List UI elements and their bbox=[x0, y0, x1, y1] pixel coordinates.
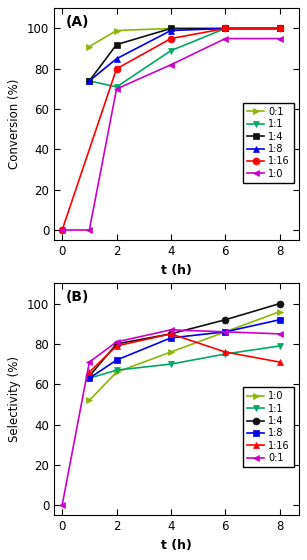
1:8 bbox=[169, 27, 173, 34]
1:4 bbox=[223, 316, 227, 323]
1:1 bbox=[115, 367, 119, 374]
1:4 bbox=[278, 25, 282, 32]
1:1 bbox=[115, 83, 119, 90]
1:8 bbox=[223, 25, 227, 32]
1:4 bbox=[87, 373, 91, 380]
1:0 bbox=[87, 227, 91, 234]
1:1 bbox=[87, 375, 91, 381]
1:16 bbox=[60, 227, 64, 234]
Line: 0:1: 0:1 bbox=[59, 326, 283, 508]
Text: (A): (A) bbox=[66, 15, 90, 29]
1:0 bbox=[278, 35, 282, 42]
X-axis label: t (h): t (h) bbox=[161, 539, 192, 552]
1:4 bbox=[115, 41, 119, 48]
Line: 1:8: 1:8 bbox=[86, 316, 283, 382]
1:0 bbox=[278, 309, 282, 315]
1:0 bbox=[115, 369, 119, 376]
1:8 bbox=[169, 334, 173, 341]
Line: 1:16: 1:16 bbox=[59, 25, 283, 234]
0:1 bbox=[87, 43, 91, 50]
Line: 1:4: 1:4 bbox=[86, 25, 283, 85]
1:4 bbox=[169, 330, 173, 337]
1:8 bbox=[115, 55, 119, 62]
0:1 bbox=[223, 329, 227, 335]
1:0 bbox=[115, 86, 119, 92]
1:1 bbox=[87, 77, 91, 84]
1:1 bbox=[223, 351, 227, 357]
1:1 bbox=[278, 343, 282, 349]
X-axis label: t (h): t (h) bbox=[161, 264, 192, 277]
1:16 bbox=[115, 66, 119, 72]
1:1 bbox=[169, 47, 173, 54]
1:8 bbox=[87, 77, 91, 84]
0:1 bbox=[169, 25, 173, 32]
1:0 bbox=[169, 62, 173, 68]
Legend: 1:0, 1:1, 1:4, 1:8, 1:16, 0:1: 1:0, 1:1, 1:4, 1:8, 1:16, 0:1 bbox=[243, 387, 294, 467]
0:1 bbox=[60, 502, 64, 508]
0:1 bbox=[115, 27, 119, 34]
Line: 1:4: 1:4 bbox=[86, 300, 283, 380]
1:4 bbox=[278, 300, 282, 307]
0:1 bbox=[223, 25, 227, 32]
1:16 bbox=[223, 25, 227, 32]
1:8 bbox=[115, 357, 119, 363]
1:8 bbox=[87, 375, 91, 381]
1:0 bbox=[60, 227, 64, 234]
Line: 1:16: 1:16 bbox=[86, 330, 283, 376]
1:1 bbox=[169, 361, 173, 367]
1:0 bbox=[223, 35, 227, 42]
1:16 bbox=[115, 343, 119, 349]
Legend: 0:1, 1:1, 1:4, 1:8, 1:16, 1:0: 0:1, 1:1, 1:4, 1:8, 1:16, 1:0 bbox=[243, 103, 294, 183]
1:0 bbox=[169, 349, 173, 356]
Line: 1:1: 1:1 bbox=[86, 343, 283, 382]
1:16 bbox=[223, 349, 227, 356]
1:16 bbox=[169, 330, 173, 337]
0:1 bbox=[278, 25, 282, 32]
0:1 bbox=[278, 330, 282, 337]
Y-axis label: Conversion (%): Conversion (%) bbox=[8, 79, 21, 170]
1:0 bbox=[223, 329, 227, 335]
1:8 bbox=[278, 25, 282, 32]
0:1 bbox=[87, 359, 91, 366]
Line: 1:0: 1:0 bbox=[59, 35, 283, 234]
1:16 bbox=[169, 35, 173, 42]
1:8 bbox=[278, 316, 282, 323]
1:16 bbox=[278, 25, 282, 32]
1:1 bbox=[278, 25, 282, 32]
1:0 bbox=[87, 397, 91, 404]
1:16 bbox=[87, 369, 91, 376]
0:1 bbox=[169, 326, 173, 333]
Text: (B): (B) bbox=[66, 291, 90, 305]
Line: 1:0: 1:0 bbox=[86, 308, 283, 404]
1:4 bbox=[87, 77, 91, 84]
Line: 1:1: 1:1 bbox=[86, 25, 283, 90]
Y-axis label: Selectivity (%): Selectivity (%) bbox=[8, 356, 21, 442]
1:8 bbox=[223, 329, 227, 335]
1:4 bbox=[115, 340, 119, 347]
1:4 bbox=[223, 25, 227, 32]
1:16 bbox=[278, 359, 282, 366]
0:1 bbox=[115, 339, 119, 346]
1:1 bbox=[223, 25, 227, 32]
Line: 0:1: 0:1 bbox=[86, 25, 283, 50]
Line: 1:8: 1:8 bbox=[86, 25, 283, 85]
1:4 bbox=[169, 25, 173, 32]
